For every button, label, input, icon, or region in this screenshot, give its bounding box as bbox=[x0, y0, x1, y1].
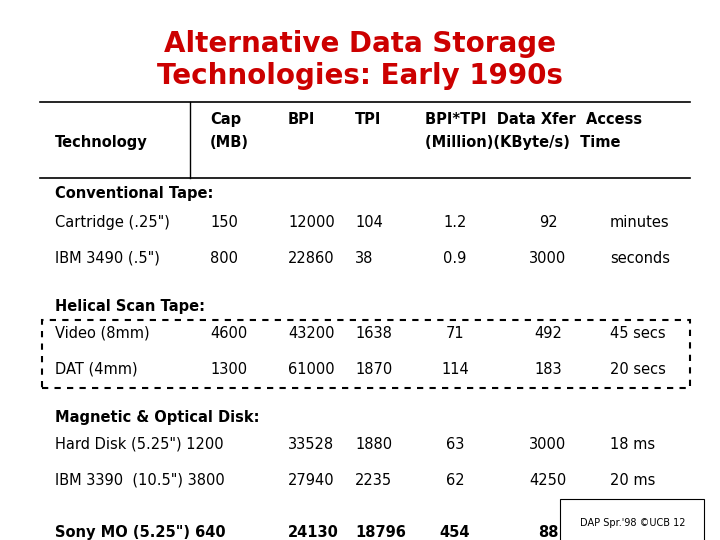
Text: Conventional Tape:: Conventional Tape: bbox=[55, 186, 213, 201]
Text: 2235: 2235 bbox=[355, 473, 392, 488]
Text: 104: 104 bbox=[355, 215, 383, 230]
Text: 62: 62 bbox=[446, 473, 464, 488]
Text: TPI: TPI bbox=[355, 112, 382, 127]
Text: 88: 88 bbox=[538, 525, 558, 540]
Text: Technologies: Early 1990s: Technologies: Early 1990s bbox=[157, 62, 563, 90]
Text: Hard Disk (5.25") 1200: Hard Disk (5.25") 1200 bbox=[55, 437, 224, 452]
Text: IBM 3390  (10.5") 3800: IBM 3390 (10.5") 3800 bbox=[55, 473, 225, 488]
Text: Helical Scan Tape:: Helical Scan Tape: bbox=[55, 299, 205, 314]
Text: 4250: 4250 bbox=[529, 473, 567, 488]
Text: 45 secs: 45 secs bbox=[610, 326, 665, 341]
Text: BPI: BPI bbox=[288, 112, 315, 127]
Text: 71: 71 bbox=[446, 326, 464, 341]
Text: 18796: 18796 bbox=[355, 525, 406, 540]
Text: Magnetic & Optical Disk:: Magnetic & Optical Disk: bbox=[55, 410, 259, 425]
Text: 18 ms: 18 ms bbox=[610, 437, 655, 452]
Text: IBM 3490 (.5"): IBM 3490 (.5") bbox=[55, 251, 160, 266]
Text: Video (8mm): Video (8mm) bbox=[55, 326, 150, 341]
Text: seconds: seconds bbox=[610, 251, 670, 266]
Text: (MB): (MB) bbox=[210, 135, 249, 150]
Text: 1880: 1880 bbox=[355, 437, 392, 452]
Text: 20 ms: 20 ms bbox=[610, 473, 655, 488]
Text: 183: 183 bbox=[534, 362, 562, 377]
Text: Cartridge (.25"): Cartridge (.25") bbox=[55, 215, 170, 230]
Text: 0.9: 0.9 bbox=[444, 251, 467, 266]
Text: 800: 800 bbox=[210, 251, 238, 266]
Text: Sony MO (5.25") 640: Sony MO (5.25") 640 bbox=[55, 525, 225, 540]
Text: 22860: 22860 bbox=[288, 251, 335, 266]
Text: 1870: 1870 bbox=[355, 362, 392, 377]
Text: 454: 454 bbox=[440, 525, 470, 540]
Text: 4600: 4600 bbox=[210, 326, 247, 341]
Text: 61000: 61000 bbox=[288, 362, 335, 377]
Text: DAP Spr.'98 ©UCB 12: DAP Spr.'98 ©UCB 12 bbox=[580, 518, 685, 528]
Text: 1638: 1638 bbox=[355, 326, 392, 341]
Text: 3000: 3000 bbox=[529, 251, 567, 266]
Text: (Million)(KByte/s)  Time: (Million)(KByte/s) Time bbox=[425, 135, 621, 150]
Text: 38: 38 bbox=[355, 251, 374, 266]
Text: DAT (4mm): DAT (4mm) bbox=[55, 362, 138, 377]
Text: 1300: 1300 bbox=[210, 362, 247, 377]
Text: 114: 114 bbox=[441, 362, 469, 377]
Text: 27940: 27940 bbox=[288, 473, 335, 488]
Text: 43200: 43200 bbox=[288, 326, 335, 341]
Text: 100 ms: 100 ms bbox=[610, 525, 670, 540]
Text: 3000: 3000 bbox=[529, 437, 567, 452]
Text: 92: 92 bbox=[539, 215, 557, 230]
Text: 1.2: 1.2 bbox=[444, 215, 467, 230]
Text: 12000: 12000 bbox=[288, 215, 335, 230]
Text: 150: 150 bbox=[210, 215, 238, 230]
Text: BPI*TPI  Data Xfer  Access: BPI*TPI Data Xfer Access bbox=[425, 112, 642, 127]
Text: 24130: 24130 bbox=[288, 525, 339, 540]
Text: 33528: 33528 bbox=[288, 437, 334, 452]
Text: 492: 492 bbox=[534, 326, 562, 341]
Text: Cap: Cap bbox=[210, 112, 241, 127]
Text: 20 secs: 20 secs bbox=[610, 362, 666, 377]
Text: Alternative Data Storage: Alternative Data Storage bbox=[164, 30, 556, 58]
Text: 63: 63 bbox=[446, 437, 464, 452]
Text: Technology: Technology bbox=[55, 135, 148, 150]
Text: minutes: minutes bbox=[610, 215, 670, 230]
